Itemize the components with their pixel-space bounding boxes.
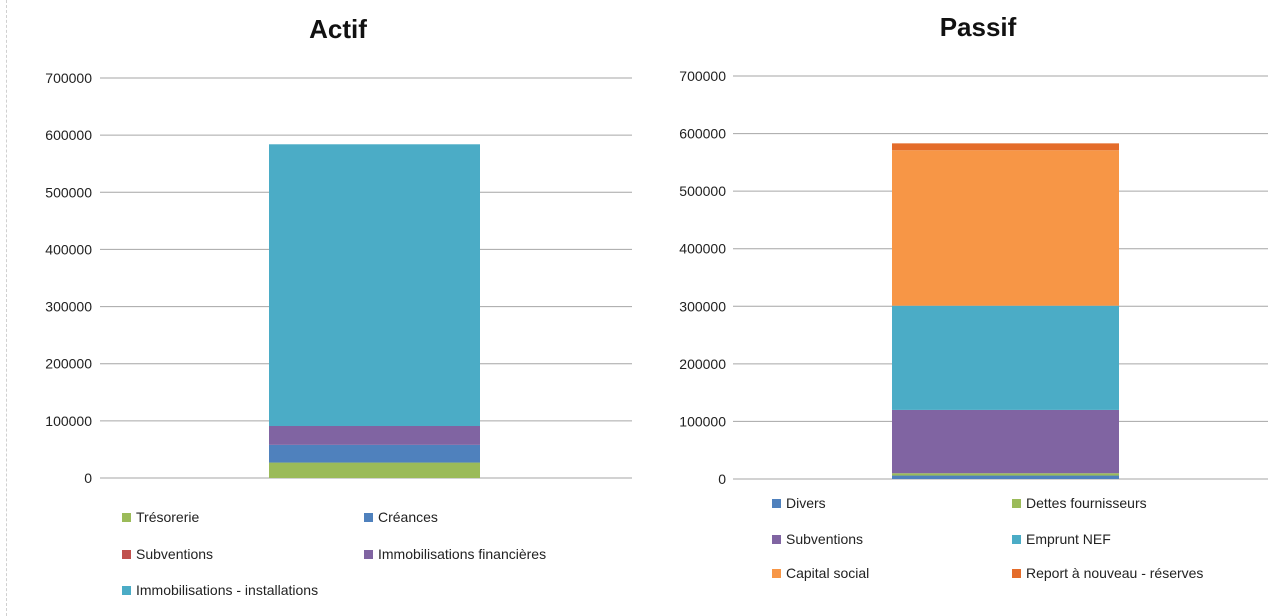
legend-swatch (1012, 569, 1021, 578)
legend-swatch (772, 535, 781, 544)
legend-label: Créances (378, 509, 438, 525)
actif-legend-item: Subventions (122, 546, 213, 562)
legend-swatch (1012, 535, 1021, 544)
passif-bar-segment (892, 305, 1119, 410)
legend-label: Trésorerie (136, 509, 199, 525)
passif-legend-item: Subventions (772, 531, 863, 547)
legend-label: Immobilisations financières (378, 546, 546, 562)
passif-legend-item: Dettes fournisseurs (1012, 495, 1147, 511)
actif-legend-item: Immobilisations - installations (122, 582, 318, 598)
actif-legend-item: Trésorerie (122, 509, 199, 525)
legend-label: Subventions (786, 531, 863, 547)
passif-chart-title: Passif (940, 12, 1017, 42)
actif-bar-segment (269, 462, 480, 478)
legend-label: Subventions (136, 546, 213, 562)
passif-bar-segment (892, 143, 1119, 151)
actif-bar-segment (269, 444, 480, 463)
passif-legend-item: Emprunt NEF (1012, 531, 1111, 547)
legend-swatch (364, 550, 373, 559)
legend-swatch (772, 499, 781, 508)
passif-y-tick-label: 0 (718, 471, 726, 487)
legend-label: Emprunt NEF (1026, 531, 1111, 547)
actif-y-tick-label: 400000 (45, 241, 92, 257)
passif-legend-item: Divers (772, 495, 826, 511)
actif-y-tick-label: 100000 (45, 413, 92, 429)
legend-swatch (364, 513, 373, 522)
chart-passif: Passif 0 100000 200000 300000 400000 500000 600… (640, 0, 1272, 616)
actif-legend-item: Immobilisations financières (364, 546, 546, 562)
legend-label: Report à nouveau - réserves (1026, 565, 1203, 581)
passif-y-tick-label: 700000 (679, 68, 726, 84)
legend-swatch (122, 513, 131, 522)
passif-y-tick-label: 200000 (679, 356, 726, 372)
passif-bar-segment (892, 150, 1119, 306)
passif-y-tick-label: 100000 (679, 413, 726, 429)
actif-bar-segment (269, 426, 480, 445)
passif-y-tick-label: 400000 (679, 241, 726, 257)
passif-y-tick-label: 600000 (679, 126, 726, 142)
legend-swatch (1012, 499, 1021, 508)
actif-y-tick-label: 700000 (45, 70, 92, 86)
actif-chart-title: Actif (309, 14, 367, 44)
legend-swatch (772, 569, 781, 578)
actif-bar-segment (269, 144, 480, 427)
legend-label: Capital social (786, 565, 869, 581)
legend-swatch (122, 550, 131, 559)
passif-bar-segment (892, 409, 1119, 474)
actif-y-tick-label: 500000 (45, 184, 92, 200)
passif-y-tick-label: 300000 (679, 298, 726, 314)
legend-swatch (122, 586, 131, 595)
chart-actif-svg: Actif 0 100000 200000 300000 400000 500000 6000… (45, 14, 632, 598)
passif-bar-segment (892, 473, 1119, 476)
actif-y-tick-label: 0 (84, 470, 92, 486)
page-border (6, 0, 8, 616)
actif-y-tick-label: 200000 (45, 356, 92, 372)
passif-bar-segment (892, 475, 1119, 479)
legend-label: Dettes fournisseurs (1026, 495, 1147, 511)
passif-legend-item: Report à nouveau - réserves (1012, 565, 1203, 581)
passif-legend-item: Capital social (772, 565, 869, 581)
actif-y-tick-label: 600000 (45, 127, 92, 143)
actif-y-tick-label: 300000 (45, 299, 92, 315)
actif-legend-item: Créances (364, 509, 438, 525)
chart-passif-svg: Passif 0 100000 200000 300000 400000 500000 600… (679, 12, 1268, 581)
chart-actif: Actif 0 100000 200000 300000 400000 500000 6000… (45, 14, 632, 598)
legend-label: Divers (786, 495, 826, 511)
passif-y-tick-label: 500000 (679, 183, 726, 199)
legend-label: Immobilisations - installations (136, 582, 318, 598)
